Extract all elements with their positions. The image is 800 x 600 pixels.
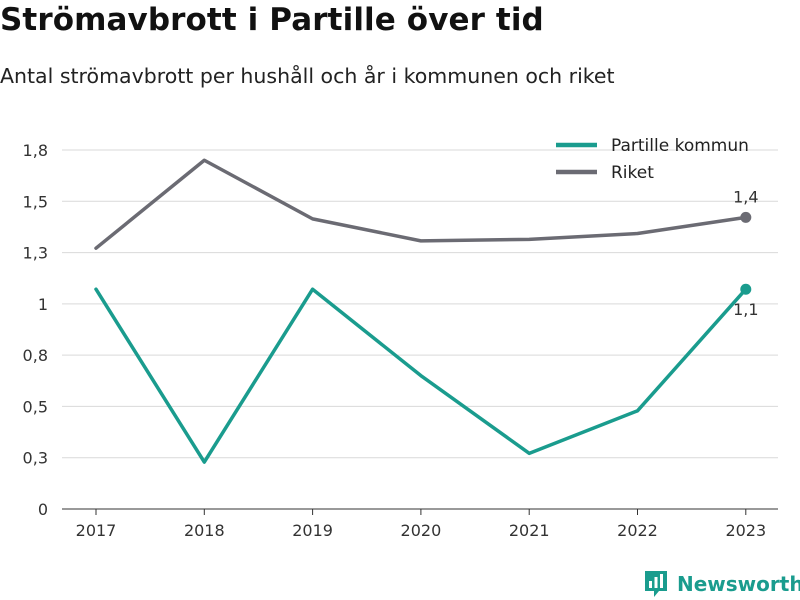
- y-tick-label: 1,3: [23, 244, 48, 263]
- x-tick-label: 2023: [725, 521, 766, 540]
- end-point-1: [740, 211, 752, 223]
- y-tick-label: 0,8: [23, 346, 48, 365]
- end-point-0: [740, 283, 752, 295]
- x-tick-label: 2020: [401, 521, 442, 540]
- x-tick-label: 2022: [617, 521, 658, 540]
- x-tick-label: 2019: [292, 521, 333, 540]
- y-axis: 0 0,3 0,5 0,8 1 1,3 1,5 1,8: [23, 141, 48, 519]
- brand-logo: Newsworthy: [643, 568, 800, 600]
- grid-lines: [62, 149, 778, 459]
- y-tick-label: 0,3: [23, 449, 48, 468]
- y-tick-label: 1,5: [23, 192, 48, 211]
- x-tick-label: 2017: [76, 521, 117, 540]
- legend-label-1: Riket: [611, 163, 654, 183]
- end-label-0: 1,1: [733, 300, 758, 319]
- series-line-0: [94, 287, 748, 464]
- chart-title: Strömavbrott i Partille över tid: [0, 2, 544, 38]
- end-points: 1,1 1,4: [733, 187, 758, 319]
- legend: Partille kommun Riket: [556, 136, 749, 183]
- x-tick-label: 2021: [509, 521, 550, 540]
- legend-label-0: Partille kommun: [611, 136, 749, 156]
- brand-name: Newsworthy: [677, 572, 800, 596]
- series-lines: [94, 158, 748, 464]
- y-tick-label: 1,8: [23, 141, 48, 160]
- x-tick-label: 2018: [184, 521, 225, 540]
- chart-logo-icon: [645, 571, 667, 597]
- series-line-1: [94, 158, 748, 250]
- x-axis: 2017 2018 2019 2020 2021 2022 2023: [62, 508, 778, 540]
- end-label-1: 1,4: [733, 187, 758, 206]
- y-tick-label: 0: [38, 500, 48, 519]
- y-tick-label: 1: [38, 295, 48, 314]
- chart-subtitle: Antal strömavbrott per hushåll och år i …: [0, 64, 615, 88]
- y-tick-label: 0,5: [23, 397, 48, 416]
